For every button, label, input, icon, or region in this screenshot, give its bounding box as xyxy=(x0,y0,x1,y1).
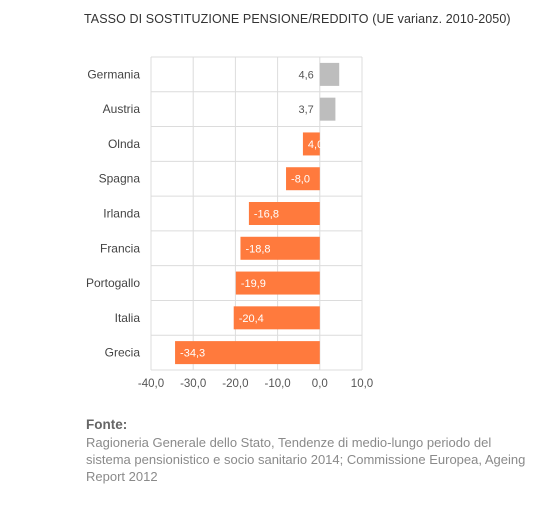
bar xyxy=(286,167,320,191)
bar xyxy=(248,202,320,225)
value-label: -16,8 xyxy=(254,209,279,221)
category-label: Austria xyxy=(103,102,141,116)
value-label: -19,9 xyxy=(241,278,266,290)
x-tick-label: -10,0 xyxy=(264,378,290,390)
category-label: Germania xyxy=(87,67,140,81)
value-label: -18,8 xyxy=(245,243,270,255)
category-label: Olnda xyxy=(108,137,140,151)
bar xyxy=(175,341,320,365)
value-label: -20,4 xyxy=(239,313,264,325)
bar xyxy=(302,132,320,156)
value-label: 3,7 xyxy=(299,104,314,116)
bars xyxy=(175,62,340,365)
category-label: Italia xyxy=(115,311,141,325)
bar xyxy=(319,62,340,86)
chart-title: TASSO DI SOSTITUZIONE PENSIONE/REDDITO (… xyxy=(84,12,511,26)
x-tick-label: -40,0 xyxy=(138,378,164,390)
bar xyxy=(319,97,336,121)
x-tick-label: 0,0 xyxy=(312,378,328,390)
category-labels: Germania Austria Olnda Spagna Irlanda Francia… xyxy=(86,67,140,359)
bar xyxy=(233,306,320,330)
value-label: -8,0 xyxy=(291,174,310,186)
x-tick-label: -30,0 xyxy=(180,378,206,390)
category-label: Grecia xyxy=(105,346,141,360)
category-label: Spagna xyxy=(99,172,141,186)
bar xyxy=(240,236,320,260)
value-labels: 4,6 3,7 4,0 -8,0 -16,8 -18,8 -19,9 -20,4 -34,3 xyxy=(180,69,323,359)
category-label: Francia xyxy=(100,241,140,255)
value-label: 4,6 xyxy=(299,69,314,81)
source-heading: Fonte: xyxy=(86,417,128,432)
x-tick-label: 10,0 xyxy=(351,378,373,390)
value-label: -34,3 xyxy=(180,348,205,360)
bar-chart: Germania Austria Olnda Spagna Irlanda Francia… xyxy=(86,56,373,390)
x-axis-tick-labels: -40,0 -30,0 -20,0 -10,0 0,0 10,0 xyxy=(138,378,373,390)
bar xyxy=(235,271,320,295)
value-label: 4,0 xyxy=(308,139,323,151)
source-note: Fonte: Ragioneria Generale dello Stato, … xyxy=(86,416,526,485)
x-tick-label: -20,0 xyxy=(222,378,248,390)
source-text: Ragioneria Generale dello Stato, Tendenz… xyxy=(86,435,526,484)
category-label: Irlanda xyxy=(103,207,140,221)
category-label: Portogallo xyxy=(86,276,140,290)
